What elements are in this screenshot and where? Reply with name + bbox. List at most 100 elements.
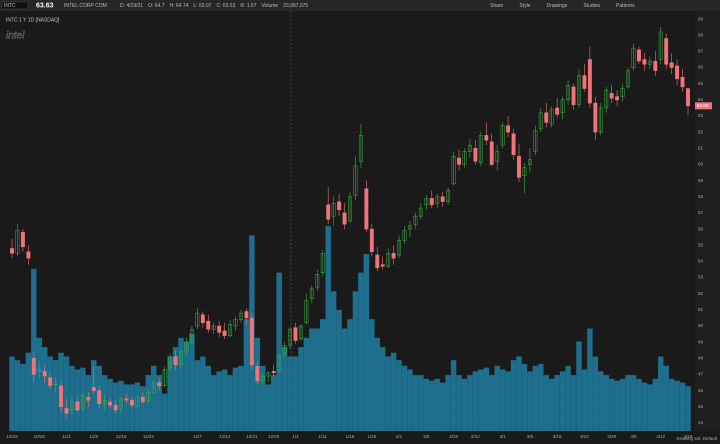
volume-bar xyxy=(581,369,588,431)
x-tick-label: 11/9 xyxy=(90,434,99,439)
volume-bar xyxy=(603,375,609,431)
volume-bar xyxy=(369,319,375,431)
tool-button[interactable]: Share xyxy=(490,3,504,9)
volume-bar xyxy=(423,378,430,431)
volume-bar xyxy=(227,375,233,431)
volume-bar xyxy=(309,328,315,431)
candle-body xyxy=(560,99,565,114)
candle-body xyxy=(173,356,178,366)
x-tick-label: 1/11 xyxy=(319,434,328,439)
y-tick-label: 48 xyxy=(698,355,704,360)
volume-bar xyxy=(592,356,599,431)
x-tick-label: 12/21 xyxy=(246,434,258,439)
volume-bar xyxy=(548,378,555,431)
candle-body xyxy=(604,89,609,109)
volume-bar xyxy=(636,378,642,431)
x-tick-label: 3/8 xyxy=(527,434,534,439)
tool-button[interactable]: Style xyxy=(519,3,530,9)
candle-body xyxy=(495,151,500,162)
volume-bar xyxy=(467,375,473,431)
candle-body xyxy=(179,351,183,366)
volume-bar xyxy=(167,356,173,431)
candle-body xyxy=(108,401,113,406)
candle-body xyxy=(59,385,64,408)
volume-bar xyxy=(221,369,228,431)
candle-body xyxy=(42,370,47,377)
volume-bar xyxy=(41,347,48,431)
candle-body xyxy=(353,165,358,196)
y-tick-label: 58 xyxy=(698,194,704,199)
candle-body xyxy=(271,370,276,374)
candles xyxy=(10,27,690,419)
watermark: intel xyxy=(6,31,25,42)
candle-body xyxy=(587,59,592,104)
volume-bar xyxy=(543,375,549,431)
candle-body xyxy=(288,328,292,346)
volume-bar xyxy=(641,382,648,431)
info-bar: D: 4/19/21 O: 64.7 H: 64.74 L: 63.07 C: 63.6… xyxy=(120,3,308,9)
y-tick-label: 53 xyxy=(698,275,704,280)
volume-bar xyxy=(314,328,321,431)
tool-button[interactable]: Studies xyxy=(583,3,600,9)
volume-bar xyxy=(663,365,669,431)
candle-body xyxy=(326,204,331,220)
volume-bar xyxy=(505,371,511,431)
candle-body xyxy=(189,328,194,343)
candle-body xyxy=(615,96,620,101)
volume-bar xyxy=(14,360,21,431)
candle-body xyxy=(424,198,429,206)
price-tag xyxy=(695,102,712,110)
volume-bar xyxy=(91,360,97,431)
volume-bar xyxy=(320,319,326,431)
candle-body xyxy=(402,230,407,241)
x-tick-label: 12/14 xyxy=(219,434,231,439)
candle-body xyxy=(680,76,685,88)
candle-body xyxy=(582,75,587,89)
candle-body xyxy=(380,264,385,267)
volume-bar xyxy=(63,356,70,431)
volume-bar xyxy=(510,360,517,431)
candle-body xyxy=(337,201,342,210)
volume-bar xyxy=(521,363,528,431)
candle-body xyxy=(211,325,216,330)
candle-body xyxy=(375,254,380,269)
candle-body xyxy=(413,215,418,225)
candle-body xyxy=(484,135,489,141)
x-tick-label: 2/15 xyxy=(449,434,458,439)
y-tick-label: 69 xyxy=(698,16,704,21)
candle-body xyxy=(298,325,303,340)
tool-button[interactable]: Drawings xyxy=(546,3,567,9)
candle-body xyxy=(489,141,494,165)
volume-bar xyxy=(276,272,282,431)
candle-body xyxy=(244,311,249,319)
volume-bar xyxy=(363,253,370,431)
info-field: O: 64.7 xyxy=(148,3,165,9)
candle-body xyxy=(304,299,309,324)
volume-bar xyxy=(265,384,271,431)
volume-bar xyxy=(396,360,402,431)
volume-bar xyxy=(483,367,490,431)
volume-bar xyxy=(685,386,691,431)
symbol-box[interactable] xyxy=(1,1,29,10)
volume-bar xyxy=(25,352,32,431)
candle-body xyxy=(91,387,96,391)
y-tick-label: 51 xyxy=(698,307,704,312)
x-tick-label: 12/28 xyxy=(268,434,280,439)
volume-bar xyxy=(478,369,484,431)
candle-body xyxy=(315,274,320,288)
volume-bar xyxy=(407,369,413,431)
volume-bar xyxy=(516,356,522,431)
tool-button[interactable]: Patterns xyxy=(616,3,635,9)
candle-body xyxy=(369,228,374,252)
candle-body xyxy=(277,354,282,372)
company: INTEL CORP COM xyxy=(64,3,107,9)
volume-bar xyxy=(352,291,359,431)
volume-bar xyxy=(232,367,239,431)
info-field: Volume xyxy=(262,3,279,9)
candle-body xyxy=(86,396,91,401)
candle-body xyxy=(636,49,641,62)
y-tick-label: 46 xyxy=(698,388,704,393)
x-tick-label: 4/19 xyxy=(684,434,693,439)
candle-body xyxy=(195,312,200,327)
